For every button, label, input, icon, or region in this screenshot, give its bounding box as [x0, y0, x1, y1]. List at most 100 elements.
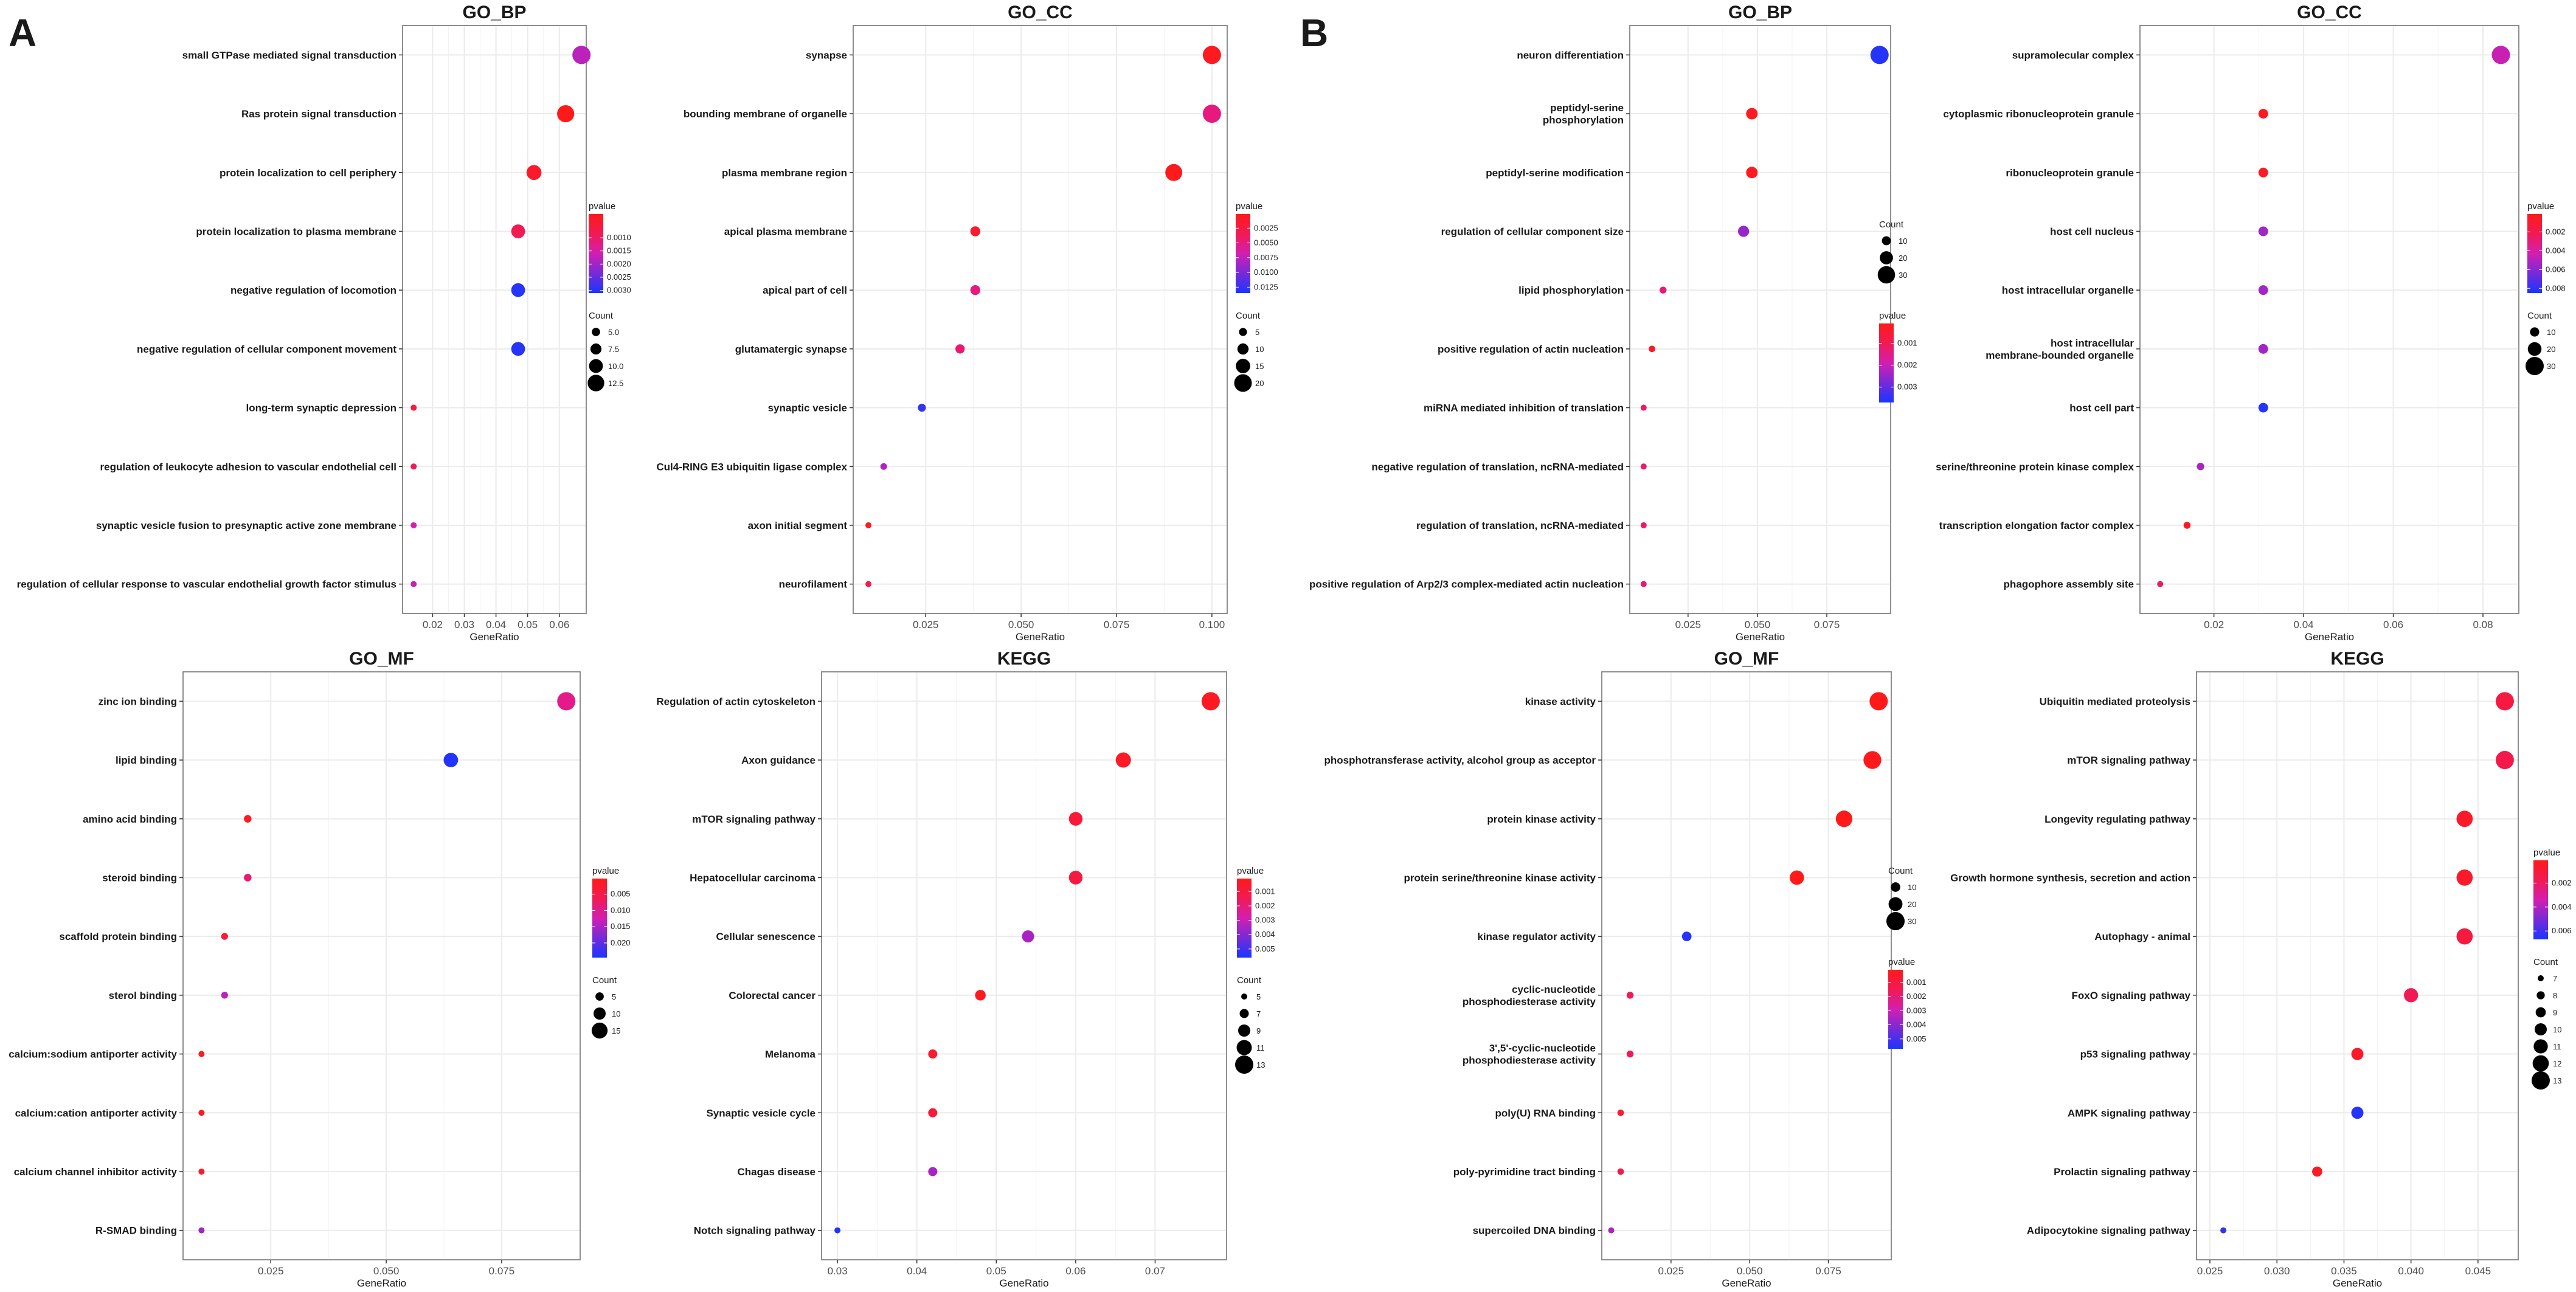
category-label: lipid phosphorylation	[1518, 285, 1624, 296]
category-label: axon initial segment	[748, 520, 848, 531]
category-label-line: Chagas disease	[737, 1166, 815, 1178]
count-legend-title: Count	[1237, 975, 1262, 986]
count-legend-dot	[1237, 343, 1249, 355]
x-tick-label: 0.04	[486, 619, 506, 630]
pvalue-legend-title: pvalue	[2527, 201, 2554, 212]
data-point	[1869, 692, 1888, 711]
category-label-line: mTOR signaling pathway	[692, 814, 815, 825]
data-point	[1626, 992, 1634, 999]
count-legend-value: 10	[1899, 237, 1907, 246]
category-label-line: FoxO signaling pathway	[2071, 990, 2190, 1001]
plot-frame	[1601, 671, 1892, 1260]
category-label-line: scaffold protein binding	[59, 931, 177, 942]
category-label-line: calcium:sodium antiporter activity	[9, 1049, 177, 1060]
category-label: protein serine/threonine kinase activity	[1404, 872, 1596, 883]
data-point	[2258, 402, 2268, 413]
category-label-line: Growth hormone synthesis, secretion and …	[1950, 872, 2190, 883]
data-point	[1617, 1168, 1624, 1175]
pvalue-legend-value: 0.020	[611, 938, 631, 947]
data-point	[244, 874, 252, 882]
pvalue-legend-value: 0.005	[1906, 1034, 1927, 1043]
pvalue-legend-value: 0.0050	[1254, 238, 1278, 247]
chart-title: GO_BP	[462, 2, 526, 22]
plot-border	[1601, 671, 1892, 1260]
category-label: lipid binding	[116, 755, 177, 766]
category-label: ribonucleoprotein granule	[2006, 167, 2134, 179]
category-label: poly-pyrimidine tract binding	[1453, 1166, 1596, 1178]
category-label: positive regulation of actin nucleation	[1438, 344, 1624, 355]
category-label: poly(U) RNA binding	[1495, 1107, 1596, 1119]
count-legend-dot	[1236, 359, 1250, 373]
category-label-line: steroid binding	[102, 872, 177, 883]
category-label-line: serine/threonine protein kinase complex	[1936, 461, 2134, 472]
category-label: supercoiled DNA binding	[1473, 1225, 1596, 1237]
category-label: cyclic-nucleotide phosphodiesterase activ…	[1463, 984, 1596, 1007]
data-point	[1202, 105, 1221, 123]
data-point	[975, 990, 986, 1001]
pvalue-legend-value: 0.004	[1255, 930, 1275, 939]
count-legend-value: 12	[2553, 1059, 2561, 1068]
data-point	[2220, 1227, 2227, 1234]
category-label-line: phagophore assembly site	[2004, 579, 2134, 590]
category-label: Autophagy - animal	[2094, 931, 2190, 942]
pvalue-legend-value: 0.004	[1906, 1020, 1927, 1029]
count-legend-dot	[589, 359, 603, 373]
count-legend-value: 8	[2553, 991, 2557, 1000]
category-label: negative regulation of translation, ncRN…	[1371, 461, 1624, 472]
x-axis-label: GeneRatio	[2305, 631, 2354, 643]
category-label-line: phosphodiesterase activity	[1463, 996, 1596, 1007]
category-label: Ubiquitin mediated proteolysis	[2040, 696, 2190, 707]
count-legend-title: Count	[592, 975, 617, 986]
data-point	[865, 581, 872, 587]
count-legend-value: 15	[1255, 362, 1264, 371]
data-point	[928, 1049, 938, 1059]
count-legend-dot	[1236, 1040, 1252, 1055]
category-label: calcium channel inhibitor activity	[14, 1166, 178, 1178]
category-label: p53 signaling pathway	[2080, 1049, 2191, 1060]
data-point	[1201, 692, 1220, 711]
count-legend-value: 7	[1256, 1009, 1261, 1018]
category-label-line: kinase activity	[1525, 696, 1596, 707]
data-point	[1608, 1227, 1615, 1234]
data-point	[1068, 871, 1083, 885]
chart-title: GO_CC	[2297, 2, 2362, 22]
data-point	[970, 226, 980, 237]
count-legend-value: 10	[1255, 345, 1264, 354]
category-label: Chagas disease	[737, 1166, 815, 1178]
category-label: Prolactin signaling pathway	[2054, 1166, 2190, 1178]
category-label: kinase activity	[1525, 696, 1596, 707]
pvalue-legend-value: 0.006	[2546, 264, 2566, 274]
x-axis-label: GeneRatio	[469, 631, 519, 643]
plot-frame	[1629, 25, 1891, 614]
count-legend-dot	[2538, 975, 2544, 981]
x-tick-label: 0.03	[828, 1265, 848, 1277]
category-label-line: host intracellular organelle	[2002, 285, 2134, 296]
category-label: long-term synaptic depression	[246, 402, 397, 414]
x-tick-label: 0.04	[907, 1265, 927, 1277]
pvalue-legend-value: 0.0010	[607, 233, 631, 242]
data-point	[198, 1227, 205, 1234]
data-point	[1626, 1050, 1634, 1058]
count-legend-dot	[2535, 1007, 2546, 1018]
chart-title: GO_MF	[1714, 649, 1779, 669]
plot-frame	[821, 671, 1227, 1260]
data-point	[1746, 108, 1758, 120]
data-point	[2351, 1107, 2364, 1119]
category-label: Cul4-RING E3 ubiquitin ligase complex	[656, 461, 847, 472]
category-label-line: host intracellular	[2051, 337, 2134, 349]
data-point	[1737, 226, 1750, 237]
count-legend-value: 13	[2553, 1076, 2561, 1085]
category-label: glutamatergic synapse	[735, 344, 847, 355]
data-point	[2491, 46, 2510, 64]
category-label: regulation of cellular response to vascu…	[17, 579, 396, 590]
plot-border	[853, 25, 1228, 614]
data-point	[2456, 869, 2473, 886]
category-label-line: 3',5'-cyclic-nucleotide	[1489, 1043, 1596, 1054]
category-label: Growth hormone synthesis, secretion and …	[1950, 872, 2190, 883]
data-point	[410, 522, 417, 528]
category-label-line: host cell nucleus	[2050, 226, 2134, 237]
category-label-line: Melanoma	[765, 1049, 816, 1060]
count-legend-value: 20	[1908, 900, 1916, 909]
count-legend-value: 9	[1256, 1026, 1261, 1035]
